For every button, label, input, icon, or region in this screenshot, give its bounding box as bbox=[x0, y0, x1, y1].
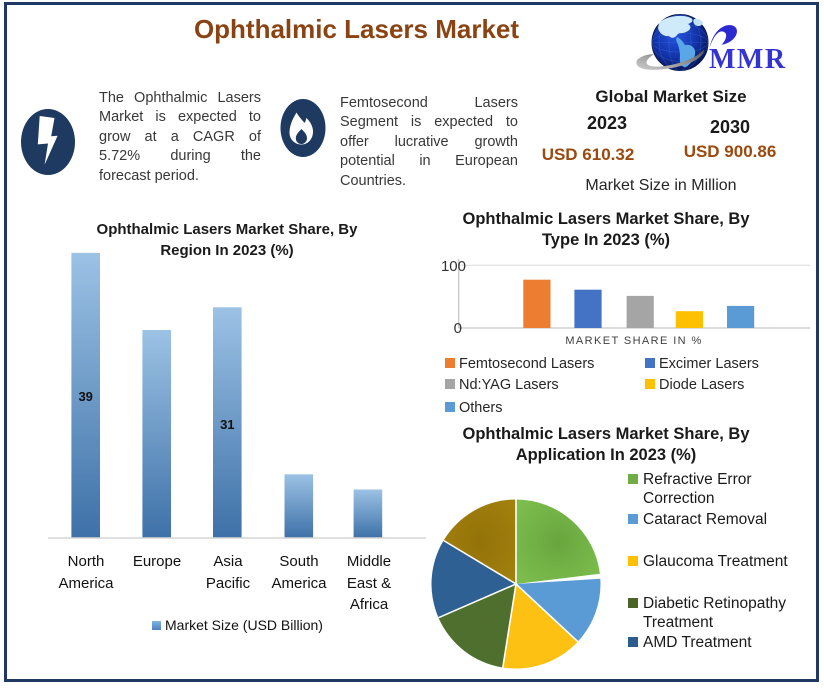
svg-text:31: 31 bbox=[220, 417, 234, 432]
svg-text:39: 39 bbox=[78, 389, 92, 404]
svg-text:MMR: MMR bbox=[709, 44, 787, 75]
